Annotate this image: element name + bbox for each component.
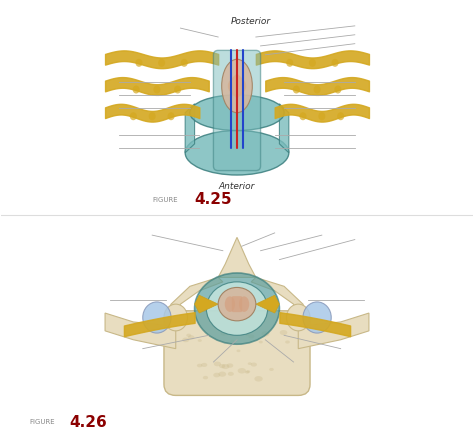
Ellipse shape — [225, 296, 235, 312]
Ellipse shape — [269, 368, 274, 371]
Ellipse shape — [201, 363, 207, 367]
Ellipse shape — [181, 59, 188, 67]
Ellipse shape — [222, 59, 252, 113]
Ellipse shape — [228, 372, 234, 376]
Ellipse shape — [143, 302, 171, 333]
Ellipse shape — [280, 330, 287, 335]
Text: Anterior: Anterior — [219, 182, 255, 191]
Ellipse shape — [190, 95, 284, 130]
Polygon shape — [251, 277, 308, 318]
Ellipse shape — [251, 362, 257, 366]
Ellipse shape — [136, 59, 143, 67]
Ellipse shape — [182, 337, 189, 342]
Ellipse shape — [203, 376, 208, 379]
Polygon shape — [279, 104, 289, 153]
Ellipse shape — [286, 59, 293, 67]
Ellipse shape — [174, 86, 181, 94]
Ellipse shape — [197, 364, 202, 367]
FancyBboxPatch shape — [213, 50, 261, 171]
Ellipse shape — [130, 112, 137, 120]
Polygon shape — [195, 295, 218, 313]
Ellipse shape — [219, 364, 225, 368]
Ellipse shape — [255, 376, 263, 382]
Ellipse shape — [334, 86, 341, 94]
Text: FIGURE: FIGURE — [152, 197, 178, 202]
Ellipse shape — [227, 363, 233, 368]
Ellipse shape — [318, 112, 325, 120]
Ellipse shape — [218, 288, 256, 321]
Ellipse shape — [220, 331, 228, 336]
Ellipse shape — [262, 331, 270, 336]
Ellipse shape — [195, 273, 279, 344]
Ellipse shape — [285, 340, 290, 344]
Ellipse shape — [230, 340, 235, 343]
FancyBboxPatch shape — [232, 296, 242, 312]
Ellipse shape — [303, 302, 331, 333]
Ellipse shape — [167, 112, 174, 120]
Ellipse shape — [337, 112, 344, 120]
Ellipse shape — [286, 304, 310, 331]
Ellipse shape — [246, 370, 250, 373]
Ellipse shape — [186, 334, 191, 337]
Ellipse shape — [309, 59, 316, 67]
Polygon shape — [166, 277, 223, 318]
Polygon shape — [256, 295, 279, 313]
Ellipse shape — [214, 362, 221, 366]
Text: 4.25: 4.25 — [195, 192, 232, 207]
Ellipse shape — [154, 86, 160, 94]
Ellipse shape — [222, 364, 229, 369]
Ellipse shape — [293, 86, 300, 94]
Ellipse shape — [164, 304, 188, 331]
Ellipse shape — [300, 112, 307, 120]
Ellipse shape — [259, 340, 263, 344]
Polygon shape — [105, 313, 176, 349]
FancyBboxPatch shape — [164, 311, 310, 396]
Polygon shape — [218, 237, 256, 277]
Polygon shape — [185, 104, 195, 153]
Polygon shape — [298, 313, 369, 349]
Ellipse shape — [314, 86, 320, 94]
Ellipse shape — [237, 368, 246, 374]
Ellipse shape — [245, 370, 249, 374]
Text: 4.26: 4.26 — [70, 414, 108, 430]
Polygon shape — [228, 75, 246, 97]
Ellipse shape — [158, 59, 165, 67]
Ellipse shape — [239, 296, 249, 312]
Ellipse shape — [188, 335, 194, 340]
Ellipse shape — [213, 373, 220, 377]
Polygon shape — [228, 75, 246, 97]
Text: Posterior: Posterior — [231, 17, 271, 26]
Ellipse shape — [237, 349, 240, 352]
Ellipse shape — [248, 334, 254, 338]
Ellipse shape — [206, 282, 268, 335]
Ellipse shape — [185, 130, 289, 175]
Ellipse shape — [198, 339, 202, 342]
Text: FIGURE: FIGURE — [30, 419, 55, 425]
Ellipse shape — [245, 333, 249, 336]
Ellipse shape — [248, 362, 252, 365]
Ellipse shape — [219, 371, 226, 377]
Ellipse shape — [133, 86, 140, 94]
Ellipse shape — [331, 59, 338, 67]
Ellipse shape — [149, 112, 156, 120]
